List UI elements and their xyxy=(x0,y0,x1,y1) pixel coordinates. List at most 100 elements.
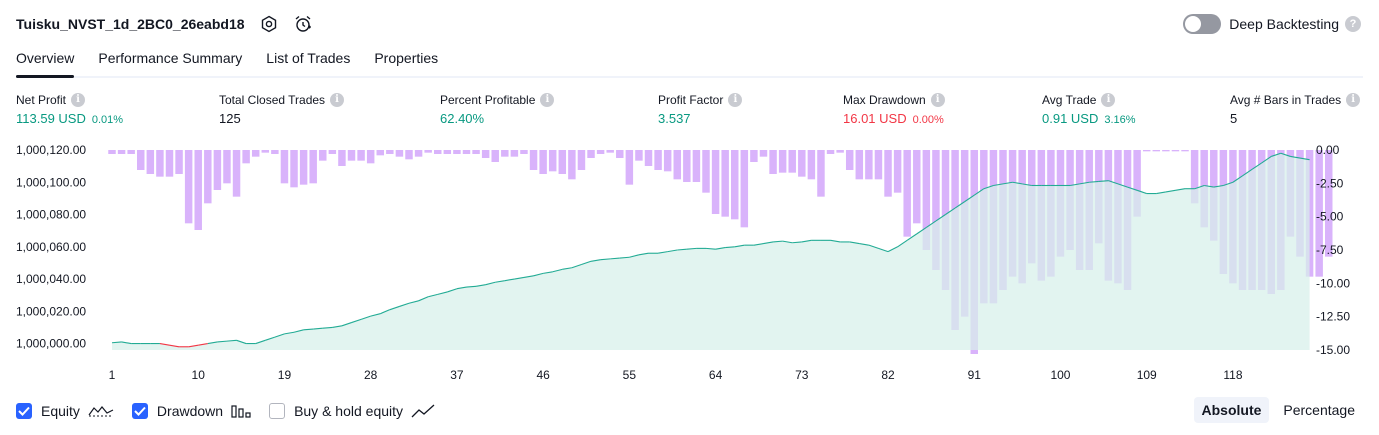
legend-buy-hold-label: Buy & hold equity xyxy=(294,403,404,419)
drawdown-bar xyxy=(319,150,327,161)
metric-value: 125 xyxy=(219,111,241,126)
tab-list-of-trades[interactable]: List of Trades xyxy=(266,50,351,66)
drawdown-bar xyxy=(548,150,557,172)
equity-segment xyxy=(1299,157,1310,161)
drawdown-bar xyxy=(606,150,614,153)
drawdown-bar xyxy=(194,150,202,230)
equity-segment xyxy=(111,341,122,344)
drawdown-bar xyxy=(261,150,270,153)
legend-buy-hold[interactable]: Buy & hold equity xyxy=(269,403,435,419)
info-icon[interactable]: i xyxy=(728,93,743,107)
equity-checkbox[interactable] xyxy=(16,403,32,419)
equity-segment xyxy=(686,247,697,250)
equity-drawdown-chart[interactable]: 1,000,000.00 1,000,020.00 1,000,040.00 1,00… xyxy=(0,135,1379,390)
drawdown-bar xyxy=(184,150,193,224)
equity-segment xyxy=(428,293,438,298)
metric-value: 0.91 USD xyxy=(1042,111,1099,126)
equity-segment xyxy=(408,300,419,304)
x-tick-label: 37 xyxy=(450,368,464,382)
alarm-icon[interactable] xyxy=(293,14,313,34)
y-left-tick-label: 1,000,120.00 xyxy=(16,143,86,157)
drawdown-bar xyxy=(232,150,241,197)
equity-segment xyxy=(590,259,601,262)
y-right-tick-label: -7.50 xyxy=(1316,243,1344,257)
equity-segment xyxy=(226,339,237,342)
metric-label: Avg # Bars in Trades xyxy=(1230,93,1342,107)
info-icon[interactable]: i xyxy=(930,93,945,107)
tab-performance-summary[interactable]: Performance Summary xyxy=(98,50,243,66)
legend-drawdown[interactable]: Drawdown xyxy=(131,403,251,419)
drawdown-bar xyxy=(1171,150,1180,152)
equity-segment xyxy=(198,343,208,346)
tab-overview[interactable]: Overview xyxy=(16,48,75,78)
buy-hold-line-icon xyxy=(411,403,435,419)
drawdown-bar xyxy=(826,150,835,154)
y-right-tick-label: -10.00 xyxy=(1316,276,1350,290)
drawdown-bar xyxy=(137,150,145,170)
help-icon[interactable]: ? xyxy=(1345,16,1361,32)
drawdown-bar xyxy=(242,150,250,164)
info-icon[interactable]: i xyxy=(1346,93,1361,107)
left-axis: 1,000,000.00 1,000,020.00 1,000,040.00 1,00… xyxy=(16,143,86,351)
drawdown-bar xyxy=(932,150,940,270)
equity-segment xyxy=(715,247,726,250)
metric-total-closed-trades: Total Closed Trades i 125 xyxy=(219,93,345,126)
tab-properties[interactable]: Properties xyxy=(374,50,439,66)
settings-icon[interactable] xyxy=(259,14,279,34)
drawdown-bar xyxy=(491,150,499,162)
drawdown-bar xyxy=(462,150,471,154)
x-tick-label: 118 xyxy=(1223,368,1242,382)
equity-segment xyxy=(677,248,687,251)
buy-hold-checkbox[interactable] xyxy=(269,403,286,419)
equity-segment xyxy=(380,309,391,315)
info-icon[interactable]: i xyxy=(330,93,345,107)
equity-segment xyxy=(562,267,572,270)
equity-segment xyxy=(935,214,946,222)
equity-segment xyxy=(1069,183,1080,187)
metric-value: 113.59 USD xyxy=(16,111,86,126)
strategy-title: Tuisku_NVST_1d_2BC0_26eabd18 xyxy=(16,16,245,32)
drawdown-bar xyxy=(117,150,126,154)
drawdown-checkbox[interactable] xyxy=(131,403,148,419)
deep-backtesting-label: Deep Backtesting xyxy=(1229,16,1339,32)
equity-segment xyxy=(236,339,247,345)
percentage-button[interactable]: Percentage xyxy=(1283,402,1355,418)
absolute-button[interactable]: Absolute xyxy=(1193,397,1270,423)
equity-segment xyxy=(207,341,218,345)
info-icon[interactable]: i xyxy=(540,93,555,107)
drawdown-bar xyxy=(778,150,787,173)
legend-equity[interactable]: Equity xyxy=(16,403,114,419)
x-axis: 1 10 19 28 37 46 55 64 73 82 91 100 109 118 xyxy=(109,368,1243,382)
equity-segment xyxy=(1002,181,1013,185)
drawdown-bar xyxy=(654,150,662,170)
drawdown-bar xyxy=(271,150,279,154)
display-mode-toggle: Absolute Percentage xyxy=(1188,397,1364,423)
equity-segment xyxy=(1165,189,1176,193)
equity-segment xyxy=(782,240,793,244)
deep-backtesting-toggle[interactable] xyxy=(1183,14,1222,34)
equity-segment xyxy=(1261,155,1272,164)
drawdown-bar xyxy=(750,150,758,162)
equity-segment xyxy=(341,322,352,327)
info-icon[interactable]: i xyxy=(1101,93,1116,107)
y-left-tick-label: 1,000,000.00 xyxy=(16,337,86,351)
metric-label: Profit Factor xyxy=(658,93,724,107)
equity-segment xyxy=(849,241,860,245)
y-left-tick-label: 1,000,080.00 xyxy=(16,208,86,222)
equity-segment xyxy=(868,244,879,249)
metric-avg-trade: Avg Trade i 0.91 USD 3.16% xyxy=(1042,93,1136,126)
drawdown-bar xyxy=(740,150,749,228)
equity-segment xyxy=(954,201,965,209)
drawdown-bar xyxy=(635,150,643,161)
equity-segment xyxy=(456,286,467,290)
drawdown-bar xyxy=(443,150,452,154)
equity-segment xyxy=(360,315,371,320)
equity-segment xyxy=(351,318,362,324)
y-right-tick-label: -12.50 xyxy=(1316,310,1350,324)
info-icon[interactable]: i xyxy=(71,93,86,107)
drawdown-bar xyxy=(453,150,461,154)
equity-segment xyxy=(610,257,620,260)
equity-segment xyxy=(926,220,937,228)
drawdown-bar xyxy=(328,150,337,154)
equity-segment xyxy=(169,344,180,348)
